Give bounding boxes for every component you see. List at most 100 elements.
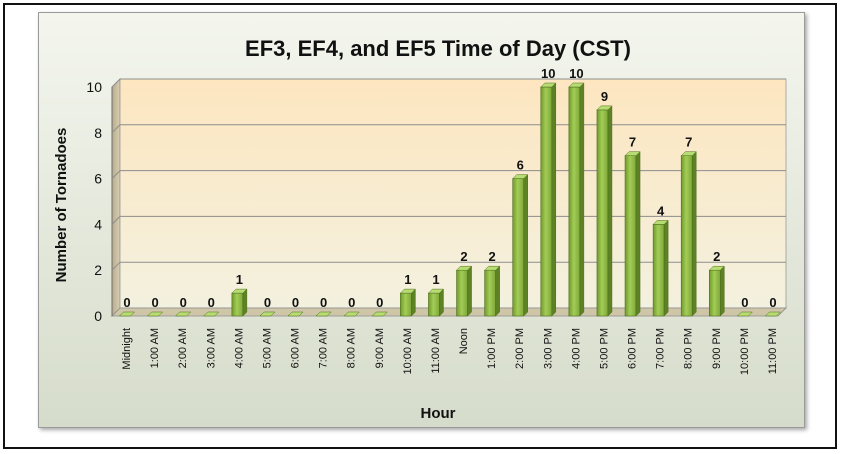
bar (708, 265, 725, 317)
bar-top (596, 105, 613, 111)
x-tick-label: 11:00 PM (767, 328, 779, 374)
data-label: 0 (348, 295, 355, 310)
x-tick-label: 3:00 PM (542, 328, 554, 369)
x-tick-label: 6:00 PM (627, 328, 639, 369)
x-tick-label: 10:00 PM (739, 328, 751, 375)
bar (764, 311, 782, 317)
bar-front (428, 292, 440, 317)
bar (596, 105, 613, 317)
data-label: 0 (292, 295, 299, 310)
plot-area (111, 78, 787, 317)
y-tick-label: 4 (94, 216, 102, 232)
bar (512, 173, 529, 317)
bar (231, 288, 248, 317)
x-tick-label: 2:00 AM (177, 328, 189, 368)
x-tick-labels: Midnight 1:00 AM 2:00 AM 3:00 AM 4:00 AM 5:00… (121, 328, 779, 375)
bar (399, 288, 416, 317)
data-label: 0 (741, 295, 748, 310)
data-label: 6 (517, 158, 524, 173)
plot-floor (111, 307, 787, 317)
bar-top (455, 265, 473, 271)
x-tick-label: 5:00 AM (261, 328, 273, 368)
bar (455, 265, 473, 317)
bar-side (523, 173, 528, 317)
x-tick-label: Midnight (121, 328, 133, 370)
bar-top (427, 288, 445, 294)
bar-front (540, 86, 553, 317)
bar-side (411, 288, 416, 317)
x-tick-label: 8:00 PM (683, 328, 695, 369)
bar-top (147, 311, 164, 317)
bar-top (568, 82, 585, 88)
bar-front (512, 178, 525, 317)
bar (736, 311, 753, 317)
plot-side-wall (111, 78, 121, 317)
x-tick-label: 9:00 AM (374, 328, 386, 368)
bar-side (467, 265, 472, 317)
x-tick-label: Noon (458, 328, 470, 354)
bar-side (635, 151, 641, 317)
x-tick-label: 4:00 AM (233, 328, 245, 368)
y-tick-labels: 0 2 4 6 8 10 (86, 79, 102, 324)
data-label: 10 (569, 66, 583, 81)
bar (680, 151, 697, 317)
chart-title: EF3, EF4, and EF5 Time of Day (CST) (245, 36, 631, 61)
bar-front (231, 292, 244, 317)
x-tick-label: 8:00 AM (346, 328, 358, 368)
bar-front (484, 269, 496, 317)
x-tick-label: 4:00 PM (570, 328, 582, 369)
bar-top (371, 311, 388, 317)
data-label: 2 (489, 249, 496, 264)
bar-top (652, 220, 669, 225)
y-tick-label: 0 (94, 308, 102, 324)
x-tick-label: 1:00 PM (486, 328, 498, 369)
x-tick-label: 10:00 AM (402, 328, 414, 374)
bar-front (568, 86, 581, 317)
y-axis-label: Number of Tornadoes (53, 128, 70, 283)
bar (624, 151, 641, 317)
bar-top (512, 174, 529, 179)
bar (568, 82, 585, 317)
x-tick-label: 2:00 PM (514, 328, 526, 369)
bar (147, 311, 164, 317)
bar-top (259, 311, 276, 317)
y-tick-label: 2 (94, 262, 102, 278)
gridline (111, 124, 786, 134)
bar-top (175, 311, 192, 317)
x-tick-label: 7:00 AM (318, 328, 330, 368)
bar (203, 311, 220, 317)
bar (259, 311, 276, 317)
bar-front (596, 109, 609, 317)
bar (371, 311, 388, 317)
bar-top (315, 311, 332, 317)
bar (343, 311, 360, 317)
data-label: 1 (432, 272, 439, 287)
bar-front (680, 155, 693, 317)
x-tick-label: 9:00 PM (711, 328, 723, 369)
bars (118, 82, 782, 317)
data-label: 10 (541, 66, 555, 81)
y-tick-label: 10 (86, 79, 102, 95)
bar (484, 265, 501, 317)
gridline (111, 215, 786, 225)
bar-side (242, 288, 248, 317)
bar-front (708, 269, 721, 317)
bar (540, 82, 557, 317)
data-label: 9 (601, 89, 608, 104)
data-label: 0 (180, 295, 187, 310)
data-label: 1 (404, 272, 411, 287)
x-tick-label: 11:00 AM (430, 328, 442, 374)
bar-top (680, 151, 697, 156)
y-tick-label: 8 (94, 125, 102, 141)
bar-top (540, 82, 557, 88)
bar-top (764, 311, 782, 317)
x-axis-label: Hour (421, 405, 456, 422)
bar-top (708, 265, 725, 271)
data-label: 7 (629, 135, 636, 150)
x-tick-label: 6:00 AM (290, 328, 302, 368)
bar (118, 311, 136, 317)
data-label: 7 (685, 135, 692, 150)
gridline (111, 170, 786, 179)
